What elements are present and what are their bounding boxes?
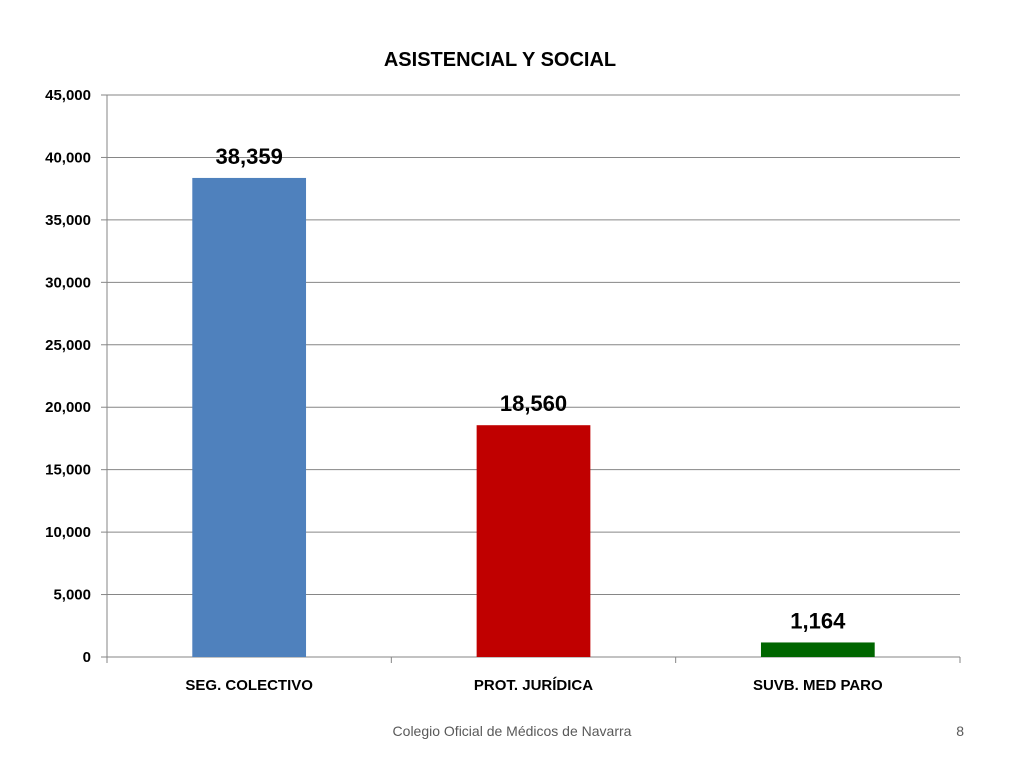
- y-tick-label: 45,000: [45, 87, 91, 104]
- x-category-label: PROT. JURÍDICA: [474, 677, 593, 694]
- chart-title: ASISTENCIAL Y SOCIAL: [384, 49, 616, 71]
- y-tick-label: 15,000: [45, 462, 91, 479]
- labels: 0 5,000 10,000 15,000 20,000 25,000 30,000 35,0…: [45, 87, 883, 694]
- y-tick-label: 25,000: [45, 337, 91, 354]
- data-label: 1,164: [790, 608, 846, 633]
- bar: [192, 177, 307, 657]
- data-label: 18,560: [500, 391, 567, 416]
- x-category-label: SEG. COLECTIVO: [185, 677, 313, 694]
- y-tick-label: 20,000: [45, 399, 91, 416]
- y-tick-label: 30,000: [45, 274, 91, 291]
- y-tick-label: 10,000: [45, 524, 91, 541]
- x-category-label: SUVB. MED PARO: [753, 677, 883, 694]
- bar: [760, 642, 875, 657]
- y-tick-label: 35,000: [45, 212, 91, 229]
- footer-text: Colegio Oficial de Médicos de Navarra: [392, 723, 632, 739]
- data-label: 38,359: [216, 144, 283, 169]
- y-tick-label: 5,000: [53, 587, 91, 604]
- y-tick-label: 0: [83, 649, 91, 666]
- bars: [192, 177, 875, 657]
- bar: [476, 425, 591, 657]
- y-tick-label: 40,000: [45, 149, 91, 166]
- page-number: 8: [956, 723, 964, 739]
